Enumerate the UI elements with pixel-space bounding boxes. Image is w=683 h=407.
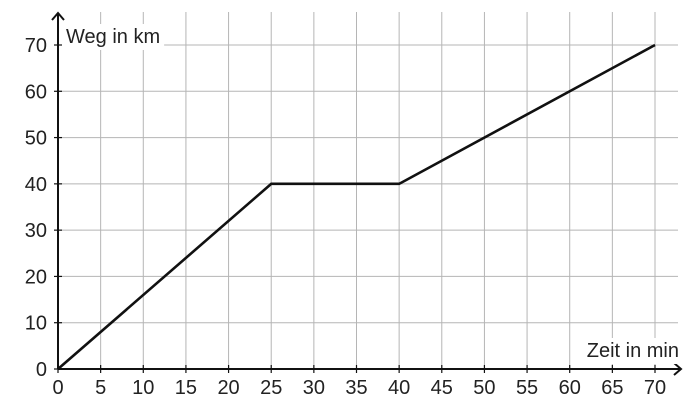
- x-tick-label: 5: [95, 377, 106, 399]
- x-tick-label: 40: [388, 377, 410, 399]
- axis-titles: Weg in km Zeit in min: [62, 24, 681, 364]
- ticks: 0 5 10 15 20 25 30 35 40 45 50 55 60 65 70 0 10 20 30 40 50 6…: [25, 35, 666, 399]
- x-tick-label: 20: [217, 377, 239, 399]
- y-tick-label: 30: [25, 220, 47, 242]
- x-tick-label: 70: [644, 377, 666, 399]
- y-tick-label: 10: [25, 313, 47, 335]
- x-tick-label: 15: [175, 377, 197, 399]
- axes: [51, 11, 683, 376]
- y-tick-label: 40: [25, 174, 47, 196]
- x-axis-title-background: [582, 338, 681, 364]
- grid: [58, 12, 678, 369]
- distance-time-line: [57, 43, 656, 370]
- y-tick-label: 50: [25, 128, 47, 150]
- y-axis-title: Weg in km: [66, 26, 160, 48]
- x-tick-label: 55: [516, 377, 538, 399]
- x-tick-label: 35: [345, 377, 367, 399]
- x-axis-title: Zeit in min: [587, 340, 679, 362]
- x-tick-label: 10: [132, 377, 154, 399]
- y-axis-arrowhead: [51, 11, 65, 21]
- x-tick-label: 45: [431, 377, 453, 399]
- x-tick-label: 50: [473, 377, 495, 399]
- x-tick-label: 65: [601, 377, 623, 399]
- series: [57, 43, 656, 370]
- x-tick-label: 25: [260, 377, 282, 399]
- y-tick-label: 0: [36, 359, 47, 381]
- y-tick-label: 20: [25, 266, 47, 288]
- y-tick-label: 60: [25, 81, 47, 103]
- x-tick-label: 60: [559, 377, 581, 399]
- x-tick-label: 0: [52, 377, 63, 399]
- y-axis-title-background: [62, 24, 165, 50]
- y-tick-label: 70: [25, 35, 47, 57]
- x-axis-arrowhead: [673, 362, 683, 376]
- x-tick-label: 30: [303, 377, 325, 399]
